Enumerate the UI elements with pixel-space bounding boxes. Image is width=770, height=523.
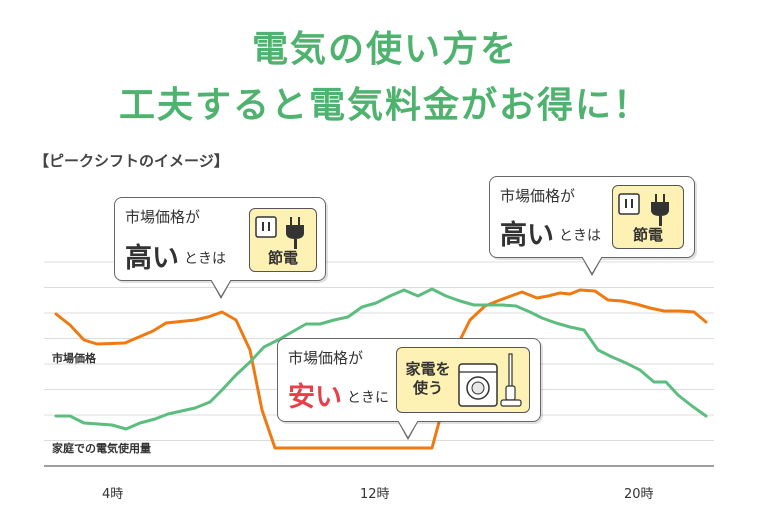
save-power-box: 節電 <box>612 185 684 249</box>
callout-text: 市場価格が <box>125 208 201 226</box>
series-line-market-price <box>54 288 708 450</box>
use-appliances-label-line-1: 家電を <box>405 360 451 378</box>
callout-tail <box>398 420 418 437</box>
use-appliances-label-line-2: 使う <box>412 379 443 397</box>
outlet-plug-icon <box>255 216 304 249</box>
save-power-label: 節電 <box>632 226 663 244</box>
callout-high-price-left: 市場価格が 高い ときは 節電 <box>114 197 326 299</box>
washer-vacuum-icon <box>458 353 522 407</box>
series-line-usage <box>54 287 708 431</box>
headline-line-2: 工夫すると電気料金がお得に！ <box>118 85 651 126</box>
series-lines <box>54 287 708 450</box>
callout-high-price-right: 市場価格が 高い ときは 節電 <box>489 176 695 276</box>
x-tick-label: 12時 <box>360 487 390 502</box>
callout-emphasis: 高い <box>125 243 179 274</box>
callout-text: ときに <box>347 390 389 406</box>
callout-text: 市場価格が <box>288 349 364 367</box>
x-tick-label: 20時 <box>624 487 654 502</box>
callout-emphasis: 高い <box>500 220 554 251</box>
save-power-label: 節電 <box>267 249 298 267</box>
series-label-market-price: 市場価格 <box>52 352 96 365</box>
callout-text: 市場価格が <box>500 187 576 205</box>
callout-low-price: 市場価格が 安い ときに 家電を 使う <box>277 338 541 440</box>
headline-line-1: 電気の使い方を <box>251 29 518 70</box>
callout-emphasis: 安い <box>288 382 342 413</box>
callout-text: ときは <box>559 228 601 244</box>
x-tick-label: 4時 <box>102 487 124 502</box>
outlet-plug-icon <box>618 193 669 226</box>
save-power-box: 節電 <box>249 208 317 272</box>
use-appliances-label: 家電を 使う <box>401 360 455 398</box>
callout-tail <box>211 279 231 296</box>
series-label-usage: 家庭での電気使用量 <box>52 442 151 455</box>
chart-caption: 【ピークシフトのイメージ】 <box>34 152 229 170</box>
callout-tail <box>582 256 602 273</box>
callout-text: ときは <box>184 251 226 267</box>
use-appliances-box: 家電を 使う <box>396 347 530 413</box>
